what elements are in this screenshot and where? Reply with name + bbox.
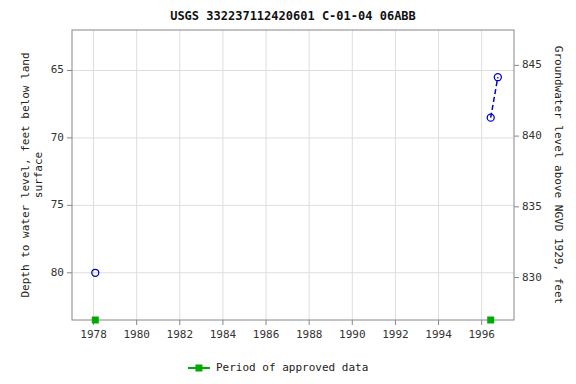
x-tick	[438, 320, 439, 325]
x-tick	[395, 320, 396, 325]
y2-tick-label: 835	[522, 200, 542, 213]
line	[491, 77, 498, 117]
grid-line	[222, 30, 223, 320]
x-tick-label: 1980	[123, 328, 150, 341]
y-tick	[67, 137, 72, 138]
legend-label: Period of approved data	[216, 361, 368, 374]
grid-line	[72, 272, 514, 273]
x-tick	[309, 320, 310, 325]
y2-tick-label: 830	[522, 271, 542, 284]
y-tick-label: 65	[51, 63, 64, 76]
y2-tick-label: 845	[522, 58, 542, 71]
x-tick	[222, 320, 223, 325]
y2-tick	[514, 277, 519, 278]
x-tick-label: 1978	[80, 328, 107, 341]
chart: 1978 1980 1982 1984 1986 1988 1990 1992 1994 1996…	[0, 0, 576, 384]
x-tick	[352, 320, 353, 325]
axes: 1978 1980 1982 1984 1986 1988 1990 1992 1994 1996…	[51, 58, 542, 341]
grid-line	[309, 30, 310, 320]
grid-line	[136, 30, 137, 320]
legend: Period of approved data	[188, 361, 368, 374]
y-axis-label-line: surface	[32, 152, 45, 198]
points	[92, 74, 502, 324]
x-tick-label: 1986	[253, 328, 280, 341]
x-tick-label: 1996	[468, 328, 495, 341]
y-tick-label: 75	[51, 198, 64, 211]
y-tick-label: 70	[51, 131, 64, 144]
y-tick	[67, 70, 72, 71]
y2-tick	[514, 136, 519, 137]
y2-tick	[514, 206, 519, 207]
x-tick-label: 1990	[339, 328, 366, 341]
grid-line	[72, 70, 514, 71]
grid-line	[481, 30, 482, 320]
y-tick	[67, 272, 72, 273]
y-axis-label: Depth to water level, feet below landsur…	[19, 52, 45, 297]
x-tick-label: 1994	[425, 328, 452, 341]
grid-line	[438, 30, 439, 320]
x-tick-label: 1988	[296, 328, 323, 341]
grid-line	[266, 30, 267, 320]
title: USGS 332237112420601 C-01-04 06ABB	[170, 9, 416, 23]
x-tick	[481, 320, 482, 325]
y2-tick	[514, 65, 519, 66]
y2-tick-label: 840	[522, 129, 542, 142]
grid-line	[179, 30, 180, 320]
y-axis-label-line: Depth to water level, feet below land	[19, 52, 32, 297]
x-tick	[266, 320, 267, 325]
point	[487, 114, 494, 121]
plot-frame	[72, 30, 514, 320]
legend-marker	[195, 365, 202, 372]
grid-line	[352, 30, 353, 320]
grid-line	[72, 137, 514, 138]
x-tick	[136, 320, 137, 325]
grid-line	[395, 30, 396, 320]
x-tick-label: 1982	[167, 328, 194, 341]
square-marker	[487, 317, 494, 324]
x-tick-label: 1992	[382, 328, 409, 341]
y2-axis-label: Groundwater level above NGVD 1929, feet	[552, 46, 565, 304]
point	[92, 269, 99, 276]
x-tick	[179, 320, 180, 325]
square-marker	[92, 317, 99, 324]
x-tick-label: 1984	[210, 328, 237, 341]
grid	[72, 30, 514, 320]
lines	[491, 77, 498, 117]
point	[494, 74, 501, 81]
y-tick	[67, 205, 72, 206]
grid-line	[72, 205, 514, 206]
y-tick-label: 80	[51, 266, 64, 279]
